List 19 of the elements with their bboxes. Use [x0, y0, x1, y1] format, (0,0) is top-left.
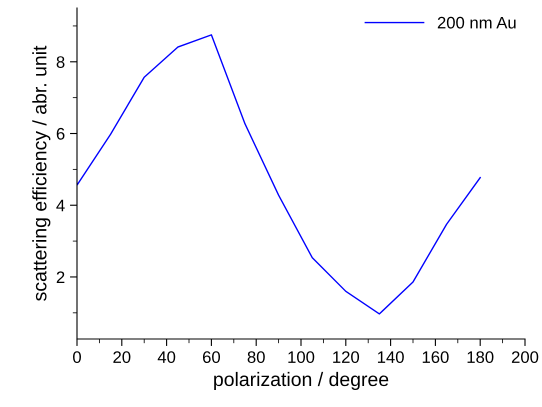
y-tick-label: 6: [56, 128, 64, 140]
line-series: [77, 34, 481, 315]
y-tick-label: 4: [56, 200, 65, 212]
x-tick-label: 120: [333, 351, 360, 364]
y-tick-label: 2: [56, 271, 64, 283]
x-tick-label: 40: [158, 351, 176, 364]
x-tick-label: 0: [73, 351, 81, 364]
legend-label: 200 nm Au: [438, 16, 516, 29]
y-axis-title: scattering efficiency / abr. unit: [32, 46, 50, 301]
x-tick-label: 140: [378, 351, 404, 364]
x-tick-label: 60: [202, 351, 220, 364]
x-tick-label: 100: [288, 351, 314, 364]
x-axis-title: polarization / degree: [214, 372, 388, 390]
x-tick-label: 160: [422, 351, 449, 364]
x-tick-label: 80: [248, 351, 265, 364]
x-tick-label: 20: [113, 351, 130, 364]
x-tick-label: 180: [468, 351, 494, 364]
x-tick-label: 200: [512, 351, 538, 364]
y-tick-label: 8: [56, 56, 64, 68]
